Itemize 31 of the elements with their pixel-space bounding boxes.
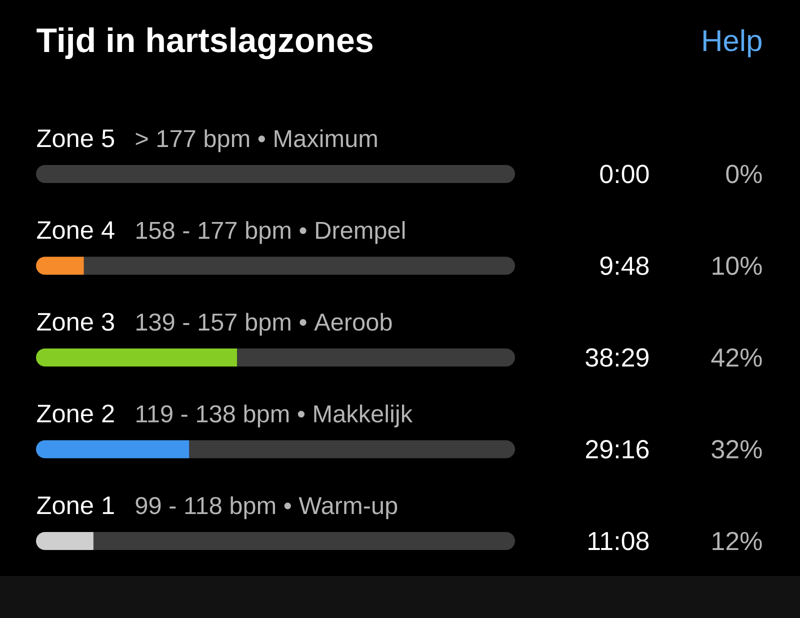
data-label: 12% xyxy=(712,532,762,550)
data-label: 0% xyxy=(726,164,762,184)
annotation: 99 - 118 bpm • Warm-up xyxy=(136,496,398,520)
text: 38:29 xyxy=(586,348,648,367)
bar xyxy=(93,532,516,550)
annotation: 158 - 177 bpm • Drempel xyxy=(136,221,405,244)
annotation: 139 - 157 bpm • Aeroob xyxy=(136,312,392,336)
bar xyxy=(189,440,516,458)
data-label: 10% xyxy=(712,256,762,275)
y-tick-label: Zone 5 xyxy=(37,130,114,148)
bar xyxy=(36,165,516,184)
y-tick-label: Zone 3 xyxy=(37,312,114,331)
chart-title: Tijd in hartslagzones xyxy=(36,27,372,60)
bar xyxy=(36,440,190,458)
y-tick-label: Zone 2 xyxy=(37,404,114,423)
bar xyxy=(36,256,84,275)
text: Help xyxy=(704,29,762,58)
y-tick-label: Zone 4 xyxy=(37,221,114,240)
data-label: 32% xyxy=(712,440,762,458)
text: 29:16 xyxy=(586,440,649,458)
bar xyxy=(36,532,94,550)
text: 11:08 xyxy=(588,532,649,550)
data-label: 42% xyxy=(711,348,762,367)
annotation: > 177 bpm • Maximum xyxy=(136,129,377,152)
bar xyxy=(237,348,516,367)
text: 0:00 xyxy=(600,164,649,184)
bar xyxy=(36,348,238,367)
annotation: 119 - 138 bpm • Makkelijk xyxy=(136,404,413,428)
y-tick-label: Zone 1 xyxy=(37,496,114,514)
bar xyxy=(84,256,516,275)
text: 9:48 xyxy=(600,256,649,275)
